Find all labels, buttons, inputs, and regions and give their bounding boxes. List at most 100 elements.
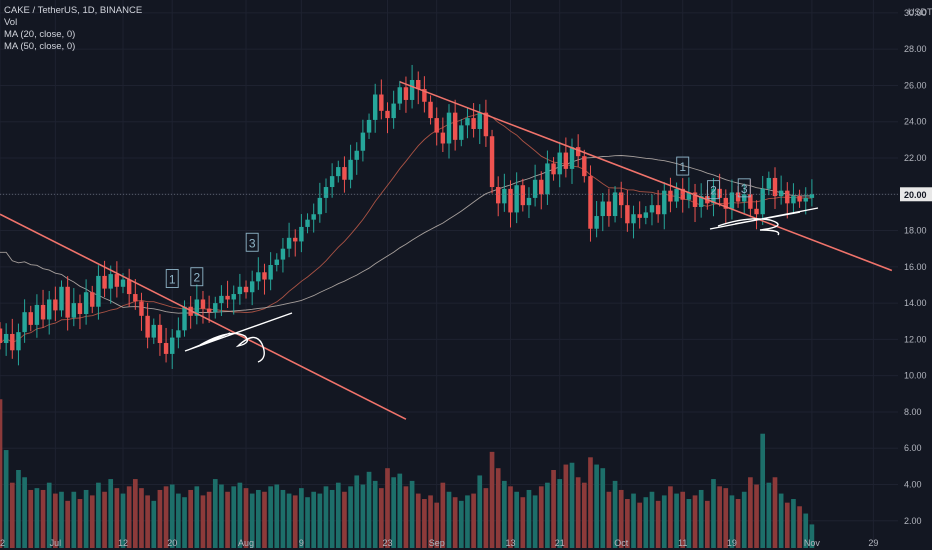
freehand-mark-left[interactable] (184, 312, 293, 363)
volume-bar (360, 484, 366, 548)
volume-bar (206, 491, 212, 548)
volume-bar (526, 489, 532, 548)
candle-body (102, 275, 107, 289)
candle (256, 257, 261, 290)
volume-bar (157, 489, 163, 548)
candle (299, 214, 304, 253)
volume-bar (803, 513, 809, 548)
candle (311, 203, 316, 233)
freehand-drawings[interactable] (184, 207, 819, 363)
candle-body (385, 110, 390, 119)
volume-bar (311, 491, 317, 548)
volume-bar (698, 489, 704, 548)
volume-bar (465, 495, 470, 548)
volume-bar (292, 495, 298, 548)
volume-bar (704, 500, 710, 548)
candle-body (213, 303, 218, 313)
volume-bar (46, 482, 52, 548)
candle-body (686, 192, 692, 200)
candle (483, 99, 489, 147)
wave-label-3[interactable]: 3 (245, 232, 259, 252)
time-tick-label: 9 (299, 538, 304, 548)
volume-bar (255, 489, 261, 548)
volume-bar (102, 491, 107, 548)
volume-bar (692, 495, 698, 548)
volume-bar (77, 499, 83, 548)
candle-body (539, 179, 544, 195)
volume-bar (680, 491, 686, 548)
candlesticks (0, 64, 815, 369)
candle-body (729, 192, 735, 209)
time-tick-label: 22 (0, 538, 5, 548)
candle-body (219, 295, 224, 304)
volume-bar (446, 491, 452, 548)
ma50-indicator-label[interactable]: MA (50, close, 0) (4, 41, 76, 52)
price-tick-label: 24.00 (904, 117, 927, 127)
volume-bar (551, 470, 556, 548)
candle (637, 201, 642, 229)
trendline[interactable] (0, 213, 407, 420)
volume-bar (434, 502, 440, 548)
time-tick-label: Oct (614, 538, 629, 548)
price-tick-label: 6.00 (904, 443, 922, 453)
candle-body (619, 192, 624, 206)
candle-body (772, 177, 778, 197)
candle (77, 294, 83, 330)
candle-body (206, 308, 212, 313)
candle-body (526, 197, 532, 206)
volume-bar (391, 477, 396, 548)
volume-bar (231, 486, 237, 548)
volume-bar (182, 497, 187, 548)
wave-label-1[interactable]: 1 (676, 156, 690, 176)
symbol-title[interactable]: CAKE / TetherUS, 1D, BINANCE (4, 5, 143, 16)
time-tick-label: 12 (118, 538, 128, 548)
candle (489, 129, 495, 194)
volume-bar (458, 500, 464, 548)
candle (243, 280, 249, 299)
candle-body (403, 87, 409, 100)
volume-bar (71, 491, 77, 548)
volume-bar (748, 477, 753, 548)
candle-body (606, 201, 612, 217)
trendline[interactable] (399, 81, 893, 272)
volume-bar (0, 399, 3, 548)
candle-body (3, 333, 9, 344)
candle-body (151, 324, 156, 338)
volume-bar (741, 491, 747, 548)
volume-bar (40, 489, 46, 548)
wave-label-3[interactable]: 3 (737, 178, 751, 198)
volume-bar (723, 488, 729, 548)
candle-body (809, 194, 815, 198)
trendlines[interactable] (0, 81, 893, 420)
candle (176, 317, 181, 349)
candle-body (16, 332, 21, 351)
candle-body (668, 190, 673, 202)
candle-body (274, 259, 279, 266)
volume-bar (502, 480, 507, 548)
volume-bar (139, 488, 144, 548)
candle-body (766, 177, 772, 189)
candle (46, 290, 52, 335)
candle (545, 150, 550, 205)
price-tick-label: 12.00 (904, 334, 927, 344)
candle (594, 200, 599, 238)
candle (508, 180, 513, 228)
wave-label-2[interactable]: 2 (707, 180, 720, 200)
candle (10, 318, 15, 359)
candle-body (96, 275, 101, 307)
wave-label-2[interactable]: 2 (190, 267, 204, 287)
ma20-indicator-label[interactable]: MA (20, close, 0) (4, 29, 76, 40)
vol-indicator-label[interactable]: Vol (4, 17, 18, 28)
candle-body (600, 201, 605, 217)
wave-annotations[interactable]: 1 2 3 1 2 3 (165, 156, 751, 288)
candle (71, 288, 77, 327)
volume-bar (711, 479, 716, 548)
current-price-text: 20.00 (904, 190, 927, 200)
candle-body (40, 304, 46, 320)
freehand-mark-right[interactable] (709, 207, 819, 236)
volume-bar (588, 457, 593, 548)
candle-body (489, 136, 495, 188)
wave-label-1[interactable]: 1 (165, 269, 179, 288)
candle-body (225, 295, 230, 300)
